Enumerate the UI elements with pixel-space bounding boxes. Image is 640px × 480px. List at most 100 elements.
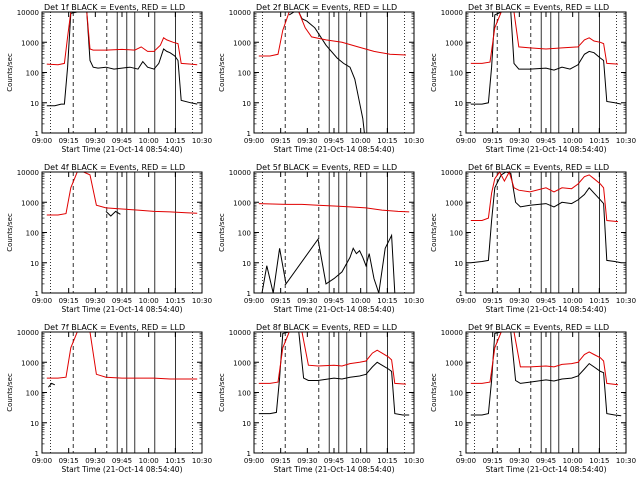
y-tick-label: 1000 — [21, 199, 39, 207]
y-axis-label: Counts/sec — [430, 213, 438, 252]
x-tick-label: 09:45 — [536, 457, 556, 465]
events-series-line — [470, 11, 622, 105]
y-tick-label: 1 — [459, 290, 463, 298]
x-tick-label: 09:15 — [59, 297, 79, 305]
x-tick-label: 09:15 — [59, 457, 79, 465]
x-tick-label: 09:30 — [297, 297, 317, 305]
x-axis-label: Start Time (21-Oct-14 08:54:40) — [61, 305, 182, 314]
panel-title: Det 7f BLACK = Events, RED = LLD — [44, 323, 185, 332]
y-axis-label: Counts/sec — [218, 53, 226, 92]
lld-series-line — [258, 203, 410, 213]
y-tick-label: 1 — [247, 450, 251, 458]
panel-title: Det 1f BLACK = Events, RED = LLD — [44, 3, 185, 12]
x-tick-label: 09:30 — [297, 137, 317, 145]
x-tick-label: 09:45 — [536, 297, 556, 305]
y-tick-label: 10000 — [441, 169, 463, 177]
y-tick-label: 1000 — [445, 39, 463, 47]
x-tick-label: 09:00 — [32, 457, 52, 465]
y-tick-label: 1000 — [445, 359, 463, 367]
x-tick-label: 09:15 — [483, 137, 503, 145]
x-tick-label: 10:15 — [589, 297, 609, 305]
y-tick-label: 100 — [26, 390, 39, 398]
plot-frame — [41, 11, 203, 134]
y-tick-label: 10000 — [229, 169, 251, 177]
x-tick-label: 10:00 — [139, 457, 159, 465]
y-tick-label: 10 — [30, 420, 39, 428]
x-tick-label: 09:15 — [483, 457, 503, 465]
y-tick-label: 100 — [238, 70, 251, 78]
y-tick-label: 1 — [247, 130, 251, 138]
y-tick-label: 10000 — [229, 329, 251, 337]
x-tick-label: 09:15 — [483, 297, 503, 305]
y-tick-label: 100 — [238, 390, 251, 398]
y-tick-label: 10 — [242, 100, 251, 108]
y-tick-label: 10000 — [17, 169, 39, 177]
x-tick-label: 09:15 — [59, 137, 79, 145]
lld-series-line — [258, 11, 407, 57]
x-tick-label: 10:30 — [404, 137, 424, 145]
panel-title: Det 6f BLACK = Events, RED = LLD — [468, 163, 609, 172]
lld-series-line — [470, 331, 619, 386]
x-axis-label: Start Time (21-Oct-14 08:54:40) — [273, 465, 394, 474]
x-tick-label: 10:00 — [563, 137, 583, 145]
x-tick-label: 09:00 — [244, 137, 264, 145]
y-tick-label: 10 — [454, 260, 463, 268]
x-tick-label: 09:45 — [536, 137, 556, 145]
x-tick-label: 09:30 — [509, 457, 529, 465]
y-tick-label: 1000 — [21, 359, 39, 367]
x-tick-label: 10:00 — [139, 297, 159, 305]
x-tick-label: 09:45 — [112, 457, 132, 465]
x-tick-label: 09:45 — [112, 297, 132, 305]
x-tick-label: 10:30 — [616, 457, 636, 465]
x-tick-label: 10:15 — [377, 297, 397, 305]
y-tick-label: 1 — [247, 290, 251, 298]
x-tick-label: 10:30 — [192, 137, 212, 145]
x-tick-label: 09:00 — [456, 297, 476, 305]
x-tick-label: 10:15 — [589, 457, 609, 465]
y-tick-label: 10000 — [441, 9, 463, 17]
x-tick-label: 10:00 — [563, 297, 583, 305]
x-tick-label: 10:30 — [192, 457, 212, 465]
y-tick-label: 1 — [35, 290, 39, 298]
events-series-line — [288, 11, 365, 134]
y-tick-label: 100 — [450, 390, 463, 398]
x-tick-label: 09:30 — [85, 137, 105, 145]
x-tick-label: 09:45 — [324, 297, 344, 305]
y-tick-label: 1 — [35, 130, 39, 138]
y-axis-label: Counts/sec — [430, 373, 438, 412]
y-tick-label: 100 — [238, 230, 251, 238]
y-tick-label: 1000 — [233, 199, 251, 207]
y-axis-label: Counts/sec — [430, 53, 438, 92]
plot-frame — [465, 11, 627, 134]
events-series-line — [46, 11, 198, 107]
x-axis-label: Start Time (21-Oct-14 08:54:40) — [61, 465, 182, 474]
x-tick-label: 09:15 — [271, 137, 291, 145]
x-tick-label: 10:00 — [351, 137, 371, 145]
plot-frame — [253, 11, 415, 134]
detector-panel: 1 10 100 1000 10000 09:00 09:15 09:30 09:45 10:00… — [218, 3, 424, 154]
plot-frame — [253, 171, 415, 294]
lld-series-line — [258, 331, 407, 385]
x-tick-label: 10:15 — [377, 457, 397, 465]
y-tick-label: 10 — [242, 260, 251, 268]
panel-title: Det 9f BLACK = Events, RED = LLD — [468, 323, 609, 332]
y-axis-label: Counts/sec — [218, 373, 226, 412]
panel-title: Det 5f BLACK = Events, RED = LLD — [256, 163, 397, 172]
x-axis-label: Start Time (21-Oct-14 08:54:40) — [485, 465, 606, 474]
y-axis-label: Counts/sec — [218, 213, 226, 252]
x-tick-label: 09:00 — [244, 457, 264, 465]
plot-frame — [41, 171, 203, 294]
x-tick-label: 10:15 — [165, 297, 185, 305]
panel-title: Det 4f BLACK = Events, RED = LLD — [44, 163, 185, 172]
events-series-line — [470, 331, 622, 417]
x-tick-label: 09:15 — [271, 297, 291, 305]
x-tick-label: 09:00 — [456, 457, 476, 465]
lld-series-line — [46, 331, 198, 380]
y-tick-label: 1 — [459, 450, 463, 458]
x-tick-label: 09:15 — [271, 457, 291, 465]
lld-series-line — [470, 11, 619, 65]
x-tick-label: 10:15 — [589, 137, 609, 145]
events-series-line — [470, 171, 622, 264]
x-tick-label: 09:00 — [456, 137, 476, 145]
detector-panel: 1 10 100 1000 10000 09:00 09:15 09:30 09:45 10:00… — [430, 323, 636, 474]
